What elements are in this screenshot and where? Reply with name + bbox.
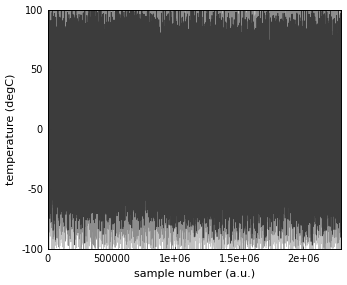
Y-axis label: temperature (degC): temperature (degC) (6, 74, 16, 185)
X-axis label: sample number (a.u.): sample number (a.u.) (134, 269, 255, 280)
